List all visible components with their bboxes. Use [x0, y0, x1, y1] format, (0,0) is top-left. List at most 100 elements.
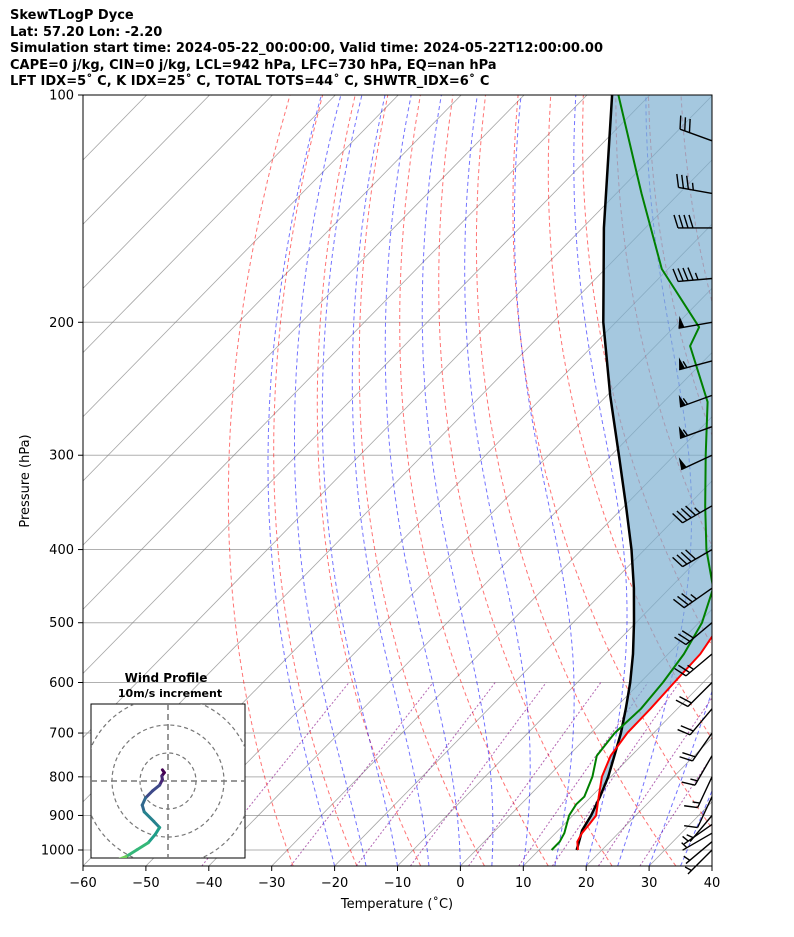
isotherm — [208, 351, 712, 866]
wind-barb — [678, 426, 713, 439]
hodograph-subtitle: 10m/s increment — [118, 687, 222, 700]
wind-barb — [672, 548, 713, 568]
dry-adiabat — [227, 95, 294, 866]
x-tick-label: −60 — [69, 876, 96, 891]
wind-barb — [678, 357, 713, 371]
isotherm — [83, 95, 588, 610]
convective-indices: CAPE=0 j/kg, CIN=0 j/kg, LCL=942 hPa, LF… — [10, 57, 497, 73]
wind-barb — [678, 315, 713, 329]
isotherm — [397, 544, 712, 866]
wind-barb — [684, 796, 713, 829]
moist-adiabat — [464, 95, 531, 866]
mixing-ratio-line — [639, 755, 712, 866]
dry-adiabat — [512, 95, 712, 830]
isotherm — [83, 95, 210, 225]
wind-barb — [677, 708, 713, 736]
y-tick-label: 300 — [49, 449, 74, 464]
isotherm — [523, 672, 712, 866]
moist-adiabat — [514, 95, 575, 866]
x-axis-label: Temperature (˚C) — [340, 896, 453, 912]
isotherm — [334, 480, 712, 866]
wind-barb — [673, 214, 712, 229]
moist-adiabat — [648, 689, 712, 866]
x-tick-label: −30 — [258, 876, 285, 891]
hodograph-segment — [91, 864, 105, 865]
isotherm — [711, 865, 712, 866]
x-tick-label: −50 — [132, 876, 159, 891]
dewpoint-profile-line — [550, 95, 712, 851]
moist-adiabat — [711, 864, 712, 866]
x-tick-label: −40 — [195, 876, 222, 891]
dry-adiabat — [399, 95, 549, 866]
x-tick-label: 0 — [456, 876, 464, 891]
hodograph-segment — [144, 789, 155, 800]
isotherm — [460, 608, 712, 866]
y-tick-label: 100 — [49, 89, 74, 104]
wind-barb — [682, 823, 713, 845]
wind-barb — [672, 587, 713, 609]
dry-adiabat — [273, 95, 358, 866]
wind-barb — [674, 653, 713, 677]
wind-barb — [683, 841, 713, 865]
temperature-profile-line — [576, 634, 712, 851]
isotherm — [83, 95, 399, 418]
mixing-ratio-line — [409, 682, 547, 866]
dry-adiabat — [475, 95, 677, 866]
chart-header: SkewTLogP Dyce Lat: 57.20 Lon: -2.20 Sim… — [10, 8, 603, 91]
hodograph-segment — [105, 860, 112, 864]
hodograph-segment — [146, 832, 157, 845]
moist-adiabat — [321, 95, 398, 866]
wind-barb — [678, 394, 713, 408]
mixing-ratio-line — [518, 682, 649, 866]
y-tick-label: 700 — [49, 727, 74, 742]
stability-indices: LFT IDX=5˚ C, K IDX=25˚ C, TOTAL TOTS=44… — [10, 74, 490, 89]
wind-barb — [679, 115, 713, 142]
moist-adiabat — [351, 95, 430, 866]
y-tick-label: 800 — [49, 770, 74, 785]
x-tick-label: −20 — [321, 876, 348, 891]
hodograph-segment — [142, 810, 156, 824]
y-tick-label: 400 — [49, 543, 74, 558]
hodograph-segment — [124, 848, 139, 858]
parcel-profile-line — [575, 95, 636, 851]
wind-barb — [679, 732, 713, 762]
wind-barb — [686, 815, 713, 842]
wind-barb — [672, 505, 713, 524]
mixing-ratio-line — [468, 682, 602, 866]
isotherm — [145, 287, 712, 866]
wind-barb — [674, 622, 713, 646]
wind-barb — [676, 173, 713, 195]
dry-adiabat — [779, 95, 794, 866]
x-tick-label: 20 — [578, 876, 595, 891]
isotherm — [83, 95, 273, 289]
x-tick-label: 30 — [641, 876, 658, 891]
wind-barb — [684, 776, 713, 809]
wind-barb — [681, 755, 713, 786]
mixing-ratio-line — [597, 696, 712, 866]
isotherm — [83, 95, 85, 97]
station-title: SkewTLogP Dyce — [10, 8, 134, 23]
hodograph-segment — [135, 841, 150, 852]
moist-adiabat — [421, 95, 494, 866]
simulation-times: Simulation start time: 2024-05-22_00:00:… — [10, 41, 603, 56]
y-axis-label: Pressure (hPa) — [18, 434, 33, 527]
x-tick-label: 10 — [515, 876, 532, 891]
moist-adiabat — [267, 95, 336, 866]
isotherm — [83, 95, 336, 354]
station-coordinates: Lat: 57.20 Lon: -2.20 — [10, 24, 163, 40]
wind-barbs — [672, 115, 713, 875]
wind-barb — [672, 267, 713, 283]
wind-barb — [684, 849, 713, 875]
hodograph-title: Wind Profile — [125, 671, 208, 685]
y-tick-label: 900 — [49, 809, 74, 824]
dry-adiabat — [316, 95, 422, 866]
dry-adiabat — [714, 95, 794, 866]
wind-barb — [678, 454, 713, 471]
dry-adiabat — [438, 95, 613, 866]
wind-barb — [681, 832, 713, 851]
mixing-ratio-line — [201, 682, 350, 866]
y-tick-label: 500 — [49, 616, 74, 631]
isotherm — [83, 95, 525, 546]
hodograph-inset: Wind Profile 10m/s increment — [90, 671, 246, 865]
